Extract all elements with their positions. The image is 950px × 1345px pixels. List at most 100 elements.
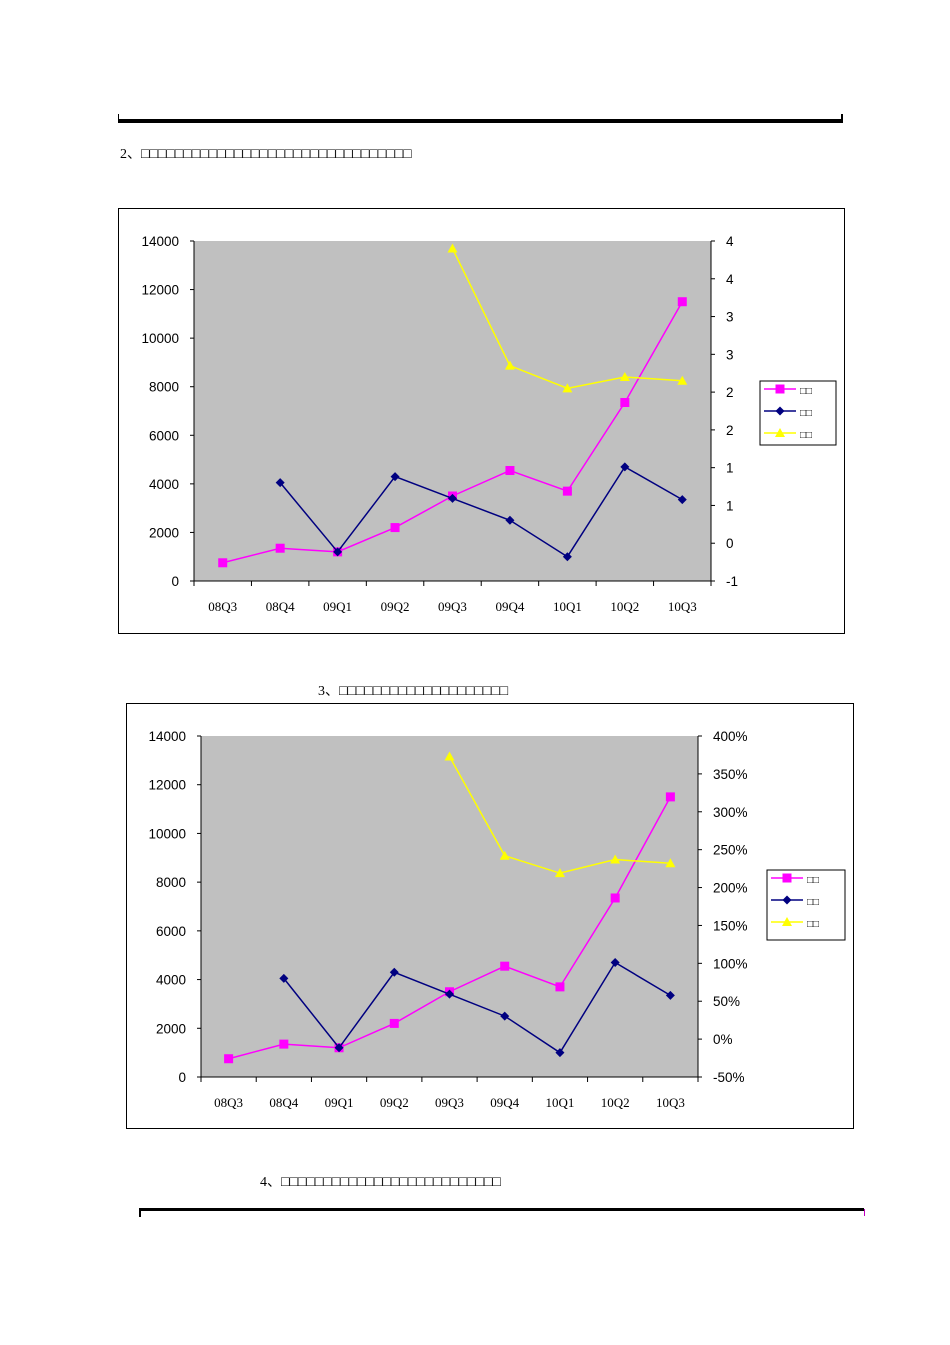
y-tick-label: 12000 xyxy=(148,778,186,793)
y2-tick-label: 100% xyxy=(713,956,748,971)
y-tick-label: 10000 xyxy=(141,331,179,346)
data-point xyxy=(619,372,630,381)
data-point xyxy=(562,552,572,562)
chart-1: 14000 12000 10000 8000 6000 4000 2000 0 4 4 3 3 2 2 1 1… xyxy=(118,208,845,634)
y2-tick-label: -1 xyxy=(726,574,738,589)
y-tick-label: 8000 xyxy=(156,875,186,890)
legend: □□ □□ □□ xyxy=(766,869,846,941)
y2-tick-label: 300% xyxy=(713,805,748,820)
y2-tick-label: 400% xyxy=(713,729,748,744)
y2-tick-label: 0% xyxy=(713,1032,733,1047)
data-point xyxy=(554,868,565,878)
y-tick-label: 6000 xyxy=(156,924,186,939)
chart-1-svg: 14000 12000 10000 8000 6000 4000 2000 0 4 4 3 3 2 2 1 1… xyxy=(141,234,837,614)
data-point xyxy=(389,1018,399,1028)
data-point xyxy=(447,243,458,253)
y2-tick-label: 350% xyxy=(713,767,748,782)
y-tick-label: 0 xyxy=(171,574,179,589)
data-point xyxy=(390,472,400,482)
plot-area xyxy=(201,736,698,1077)
data-point xyxy=(500,961,510,971)
data-point xyxy=(448,493,457,503)
series-line xyxy=(279,465,683,558)
x-tick-label: 10Q2 xyxy=(610,599,639,614)
data-point xyxy=(665,990,675,1000)
legend-marker xyxy=(782,917,792,926)
y-tick-label: 6000 xyxy=(149,428,179,443)
y2-tick-label: 4 xyxy=(726,272,734,287)
y-tick-label: 8000 xyxy=(149,380,179,395)
x-tick-label: 09Q2 xyxy=(380,1095,409,1110)
data-point xyxy=(555,982,565,992)
plot-area xyxy=(194,241,711,581)
data-point xyxy=(610,958,620,968)
data-point xyxy=(218,558,228,568)
y-tick-label: 14000 xyxy=(148,729,186,744)
data-point xyxy=(562,486,572,496)
y2-tick-label: 0 xyxy=(726,536,734,551)
y2-tick-label: 4 xyxy=(726,234,734,249)
y2-tick-label: 150% xyxy=(713,918,748,933)
caption-2: 2、□□□□□□□□□□□□□□□□□□□□□□□□□□□□□□□□ xyxy=(120,147,412,162)
caption-4: 4、□□□□□□□□□□□□□□□□□□□□□□□□□□ xyxy=(260,1175,501,1190)
series-2 xyxy=(275,462,687,562)
data-point xyxy=(677,495,687,505)
data-point xyxy=(555,1048,565,1058)
bottom-rule-end xyxy=(864,1209,865,1216)
data-point xyxy=(390,523,400,533)
data-point xyxy=(505,466,515,475)
caption-3: 3、□□□□□□□□□□□□□□□□□□□□ xyxy=(318,684,509,699)
legend-label: □□ xyxy=(807,919,819,930)
data-point xyxy=(504,360,515,370)
x-tick-label: 10Q3 xyxy=(668,599,697,614)
x-tick-label: 08Q3 xyxy=(214,1095,243,1110)
chart-2-svg: 14000 12000 10000 8000 6000 4000 2000 0 400% 350%… xyxy=(148,729,846,1110)
x-tick-label: 09Q1 xyxy=(323,599,352,614)
data-point xyxy=(677,375,688,385)
y2-tick-label: 200% xyxy=(713,881,748,896)
y2-tick-label: 250% xyxy=(713,843,748,858)
data-point xyxy=(275,478,285,488)
x-tick-label: 09Q3 xyxy=(435,1095,464,1110)
legend-marker xyxy=(782,895,792,905)
y-tick-label: 2000 xyxy=(149,525,179,540)
y-tick-label: 4000 xyxy=(149,477,179,492)
data-point xyxy=(610,854,621,864)
data-point xyxy=(333,547,343,557)
data-point xyxy=(677,297,687,307)
x-tick-label: 10Q1 xyxy=(545,1095,574,1110)
series-3 xyxy=(447,243,688,393)
data-point xyxy=(562,383,573,393)
y-tick-label: 4000 xyxy=(156,973,186,988)
bottom-rule xyxy=(139,1208,864,1211)
legend-marker xyxy=(775,384,785,394)
data-point xyxy=(665,792,675,802)
x-tick-label: 08Q4 xyxy=(269,1095,298,1110)
x-tick-label: 09Q1 xyxy=(325,1095,354,1110)
top-rule-start xyxy=(118,114,119,123)
x-tick-label: 09Q3 xyxy=(438,599,467,614)
data-point xyxy=(665,858,676,868)
data-point xyxy=(445,989,454,999)
x-tick-label: 09Q4 xyxy=(495,599,524,614)
y2-tick-label: 50% xyxy=(713,994,740,1009)
data-point xyxy=(500,1011,510,1021)
x-tick-label: 10Q2 xyxy=(601,1095,630,1110)
data-point xyxy=(279,1039,289,1049)
legend-label: □□ xyxy=(800,430,812,441)
y-tick-label: 10000 xyxy=(148,826,186,841)
data-point xyxy=(275,543,285,553)
legend-label: □□ xyxy=(800,386,812,397)
legend-label: □□ xyxy=(807,875,819,886)
legend-marker xyxy=(775,406,785,416)
series-2 xyxy=(279,958,675,1058)
data-point xyxy=(224,1054,234,1064)
y2-tick-label: -50% xyxy=(713,1070,745,1085)
x-tick-label: 10Q1 xyxy=(553,599,582,614)
series-line xyxy=(283,961,671,1054)
legend-marker xyxy=(782,873,792,883)
data-point xyxy=(620,462,630,472)
y-tick-label: 0 xyxy=(178,1070,186,1085)
legend: □□ □□ □□ xyxy=(759,380,837,446)
data-point xyxy=(444,751,455,761)
